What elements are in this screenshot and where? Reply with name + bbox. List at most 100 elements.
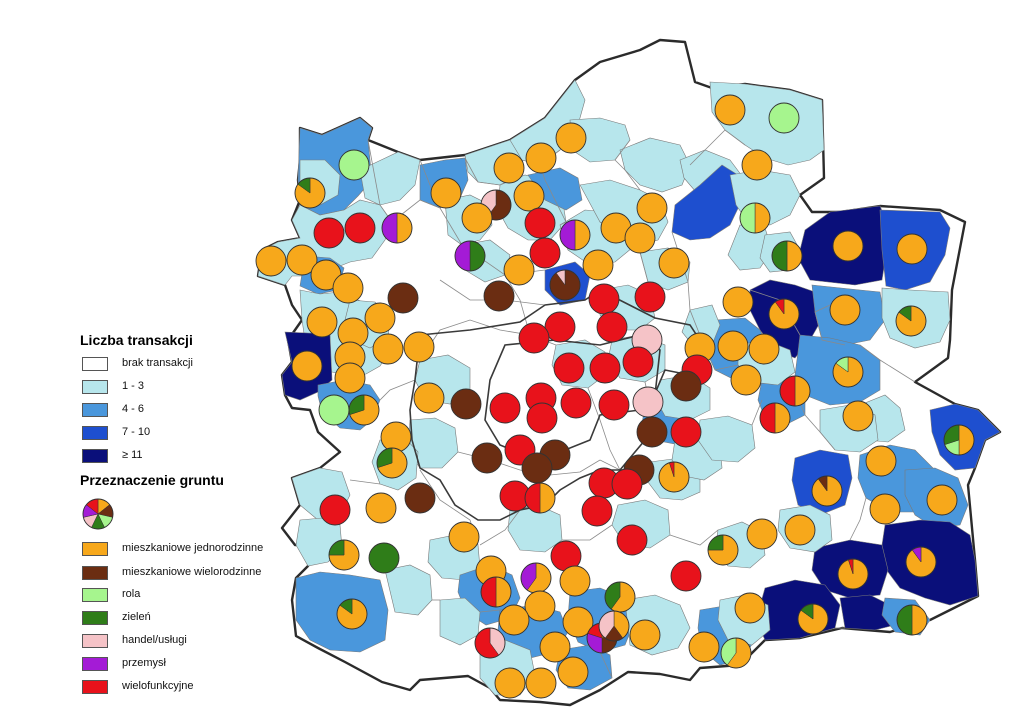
legend-swatch: [82, 566, 108, 580]
land-use-pie-47: [518, 322, 550, 354]
pie-slice-wielofunkcyjne: [560, 387, 592, 419]
boundary-line-13: [379, 379, 416, 401]
land-use-pie-74: [526, 402, 558, 434]
pie-slice-wielofunkcyjne: [616, 524, 648, 556]
pie-slice-wielofunkcyjne: [544, 311, 576, 343]
legend-cat-wielofunkcyjne: wielofunkcyjne: [80, 679, 320, 697]
pie-slice-jednorodzinne: [494, 667, 526, 699]
land-use-pie-97: [365, 492, 397, 524]
land-use-pie-114: [336, 598, 368, 630]
land-use-pie-17: [313, 217, 345, 249]
land-use-pie-18: [344, 212, 376, 244]
pie-slice-jednorodzinne: [717, 330, 749, 362]
land-use-pie-106: [368, 542, 400, 574]
pie-slice-wielofunkcyjne: [313, 217, 345, 249]
land-use-pie-108: [670, 560, 702, 592]
land-use-pie-21: [658, 247, 690, 279]
pie-slice-jednorodzinne: [372, 333, 404, 365]
land-use-pie-83: [471, 442, 503, 474]
land-use-pie-61: [730, 364, 762, 396]
boundary-line-19: [479, 609, 501, 613]
pie-slice-wielofunkcyjne: [611, 468, 643, 500]
boundary-line-21: [587, 387, 621, 471]
pie-slice-jednorodzinne: [539, 631, 571, 663]
boundary-line-3: [614, 139, 641, 191]
pie-outline: [559, 219, 591, 251]
pie-slice-jednorodzinne: [829, 294, 861, 326]
district-class-1-75: [697, 415, 756, 463]
boundary-line-17: [562, 524, 613, 541]
pie-outline: [294, 177, 326, 209]
legend-swatch: [82, 588, 108, 602]
pie-slice-jednorodzinne: [493, 152, 525, 184]
legend-cat-handel: handel/usługi: [80, 633, 320, 651]
pie-outline: [707, 534, 739, 566]
pie-slice-wielofunkcyjne: [529, 237, 561, 269]
boundary-line-18: [669, 529, 719, 546]
legend-class-0: brak transakcji: [80, 356, 320, 374]
land-use-pie-49: [403, 331, 435, 363]
land-use-pie-127: [598, 610, 630, 642]
legend-cat-zielen: zieleń: [80, 610, 320, 628]
pie-outline: [336, 598, 368, 630]
land-use-pie-122: [896, 604, 928, 636]
land-use-pie-34: [387, 282, 419, 314]
pie-slice-wielorodzinne: [483, 280, 515, 312]
legend-label: przemysł: [122, 657, 167, 669]
pie-outline: [943, 424, 975, 456]
pie-slice-jednorodzinne: [503, 254, 535, 286]
pie-slice-jednorodzinne: [688, 631, 720, 663]
pie-slice-wielofunkcyjne: [622, 346, 654, 378]
land-use-pie-130: [557, 656, 589, 688]
land-use-pie-79: [636, 416, 668, 448]
legend-land-use-title: Przeznaczenie gruntu: [80, 472, 224, 488]
land-use-pie-72: [318, 394, 350, 426]
land-use-pie-105: [784, 514, 816, 546]
land-use-pie-24: [771, 240, 803, 272]
legend-label: 1 - 3: [122, 380, 145, 392]
land-use-pie-30: [332, 272, 364, 304]
pie-slice-wielofunkcyjne: [553, 352, 585, 384]
land-use-pie-98: [581, 495, 613, 527]
pie-slice-wielofunkcyjne: [670, 560, 702, 592]
pie-slice-wielorodzinne: [387, 282, 419, 314]
legend-swatch: [82, 680, 108, 694]
legend-swatch: [82, 426, 108, 440]
pie-slice-jednorodzinne: [365, 492, 397, 524]
land-use-pie-9: [513, 180, 545, 212]
land-use-pie-90: [521, 452, 553, 484]
land-use-pie-42: [306, 306, 338, 338]
pie-outline: [474, 627, 506, 659]
pie-slice-wielofunkcyjne: [489, 392, 521, 424]
land-use-pie-120: [498, 604, 530, 636]
land-use-pie-73: [348, 394, 380, 426]
pie-slice-jednorodzinne: [714, 94, 746, 126]
land-use-pie-55: [748, 333, 780, 365]
pie-outline: [328, 539, 360, 571]
pie-slice-jednorodzinne: [334, 362, 366, 394]
land-use-pie-132: [525, 667, 557, 699]
legend-label: mieszkaniowe jednorodzinne: [122, 542, 264, 554]
land-use-pie-65: [450, 388, 482, 420]
pie-outline: [381, 212, 413, 244]
legend-swatch: [82, 449, 108, 463]
pie-outline: [739, 202, 771, 234]
pie-slice-jednorodzinne: [525, 667, 557, 699]
land-use-pie-85: [865, 445, 897, 477]
land-use-pie-19: [559, 219, 591, 251]
pie-slice-jednorodzinne: [498, 604, 530, 636]
pie-slice-jednorodzinne: [306, 306, 338, 338]
pie-slice-jednorodzinne: [413, 382, 445, 414]
legend-swatch: [82, 403, 108, 417]
pie-slice-jednorodzinne: [658, 247, 690, 279]
pie-slice-jednorodzinne: [555, 122, 587, 154]
pie-slice-wielofunkcyjne: [589, 352, 621, 384]
pie-slice-jednorodzinne: [255, 245, 287, 277]
land-use-pie-128: [539, 631, 571, 663]
land-use-pie-28: [286, 244, 318, 276]
pie-outline: [658, 461, 690, 493]
pie-slice-jednorodzinne: [513, 180, 545, 212]
legend-label: mieszkaniowe wielorodzinne: [122, 566, 262, 578]
pie-slice-jednorodzinne: [403, 331, 435, 363]
map-legend: Liczba transakcji brak transakcji 1 - 3 …: [80, 330, 320, 710]
